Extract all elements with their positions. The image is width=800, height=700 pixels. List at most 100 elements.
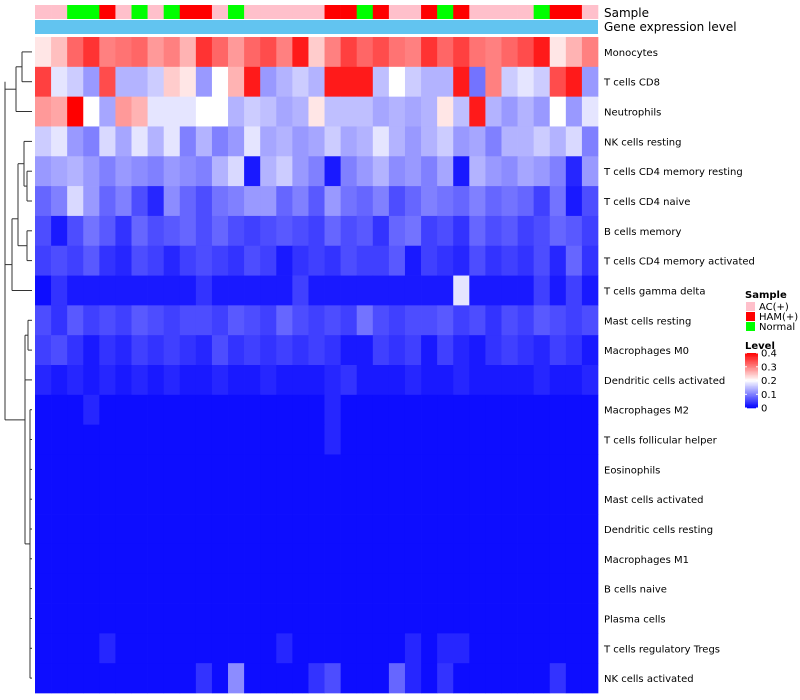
heatmap-cell (421, 305, 438, 336)
heatmap-cell (83, 365, 100, 396)
sample-annotation-cell (437, 5, 454, 19)
level-colorbar-segment (745, 355, 758, 358)
heatmap-cell (437, 633, 454, 664)
heatmap-cell (404, 335, 422, 366)
heatmap-cell (565, 394, 583, 425)
heatmap-cell (147, 126, 165, 157)
heatmap-cell (324, 275, 341, 306)
heatmap-cell (244, 543, 261, 575)
heatmap-cell (35, 275, 52, 306)
heatmap-cell (565, 424, 583, 455)
heatmap-cell (372, 37, 390, 68)
sample-annotation-cell (517, 5, 534, 19)
heatmap-cell (115, 66, 132, 97)
heatmap-cell (485, 275, 502, 306)
level-colorbar-segment (745, 366, 758, 369)
heatmap-cell (501, 305, 518, 336)
sample-annotation-cell (147, 5, 164, 19)
heatmap-cell (581, 96, 599, 127)
heatmap-cell (179, 394, 197, 425)
heatmap-cell (404, 66, 422, 97)
level-colorbar-segment (745, 405, 758, 407)
row-label: Mast cells resting (604, 316, 691, 327)
heatmap-cell (228, 96, 245, 127)
sample-annotation-cell (244, 5, 261, 19)
heatmap-cell (581, 514, 599, 545)
heatmap-cell (549, 394, 567, 425)
heatmap-cell (324, 514, 341, 545)
heatmap-cell (581, 454, 599, 485)
heatmap-cell (131, 186, 148, 217)
heatmap-cell (51, 394, 68, 425)
heatmap-cell (437, 215, 454, 247)
heatmap-cell (147, 663, 165, 694)
heatmap-cell (485, 66, 502, 97)
heatmap-cell (131, 484, 148, 515)
heatmap-cell (453, 96, 470, 127)
heatmap-cell (517, 96, 535, 127)
heatmap-cell (549, 633, 567, 664)
heatmap-cell (211, 603, 229, 634)
heatmap-cell (260, 603, 277, 634)
heatmap-cell (437, 543, 454, 575)
heatmap-cell (469, 215, 486, 247)
level-colorbar-segment (745, 359, 758, 362)
heatmap-cell (324, 603, 341, 634)
heatmap-cell (131, 573, 148, 604)
heatmap-cell (260, 186, 277, 217)
heatmap-cell (340, 543, 358, 575)
heatmap-cell (195, 215, 213, 247)
heatmap-cell (115, 484, 132, 515)
heatmap-cell (437, 275, 454, 306)
heatmap-cell (421, 663, 438, 694)
sample-annotation-cell (356, 5, 374, 19)
heatmap-cell (276, 424, 293, 455)
level-colorbar-segment (745, 402, 758, 405)
heatmap-cell (549, 603, 567, 634)
heatmap-cell (565, 633, 583, 664)
heatmap-cell (99, 603, 116, 634)
heatmap-cell (292, 365, 309, 396)
heatmap-cell (581, 156, 599, 187)
heatmap-cell (195, 633, 213, 664)
heatmap-cell (549, 424, 567, 455)
heatmap-cell (485, 305, 502, 336)
heatmap-cell (324, 215, 341, 247)
heatmap-cell (533, 484, 551, 515)
heatmap-cell (581, 66, 599, 97)
heatmap-cell (179, 335, 197, 366)
heatmap-cell (147, 394, 165, 425)
heatmap-cell (372, 633, 390, 664)
heatmap-cell (163, 484, 181, 515)
heatmap-cell (388, 365, 406, 396)
heatmap-cell (485, 365, 502, 396)
heatmap-cell (533, 126, 551, 157)
heatmap-cell (99, 37, 116, 68)
heatmap-cell (533, 603, 551, 634)
heatmap-cell (308, 484, 325, 515)
heatmap-cell (340, 424, 358, 455)
sample-annotation-cell (276, 5, 293, 19)
heatmap-cell (244, 573, 261, 604)
heatmap-cell (324, 633, 341, 664)
heatmap-cell (421, 603, 438, 634)
row-label: B cells memory (604, 227, 681, 238)
heatmap-cell (147, 514, 165, 545)
heatmap-cell (131, 215, 148, 247)
heatmap-cell (244, 424, 261, 455)
heatmap-cell (501, 633, 518, 664)
heatmap-cell (421, 543, 438, 575)
heatmap-cell (147, 454, 165, 485)
heatmap-cell (549, 573, 567, 604)
sample-legend-swatch (746, 312, 755, 321)
heatmap-cell (324, 573, 341, 604)
heatmap-cell (292, 484, 309, 515)
heatmap-cell (67, 245, 84, 276)
heatmap-cell (131, 633, 148, 664)
heatmap-cell (533, 514, 551, 545)
heatmap-cell (163, 305, 181, 336)
heatmap-cell (244, 66, 261, 97)
heatmap-cell (228, 514, 245, 545)
heatmap-cell (51, 633, 68, 664)
heatmap-cell (517, 335, 535, 366)
